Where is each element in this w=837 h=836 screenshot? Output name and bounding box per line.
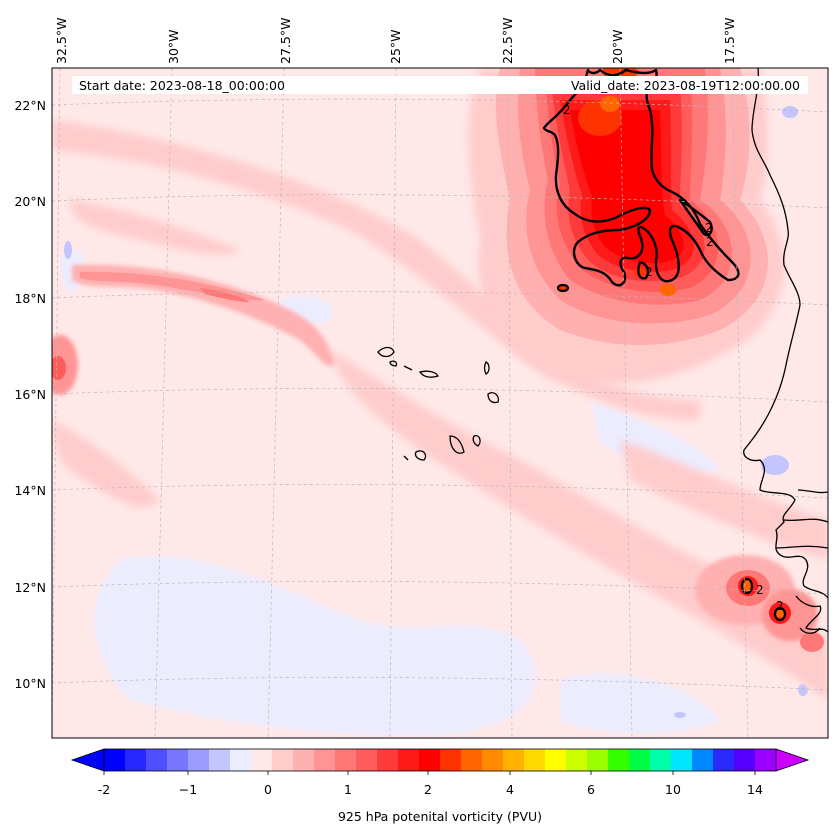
valid-date-label: Valid_date: 2023-08-19T12:00:00.00 — [571, 78, 800, 93]
colorbar-cells — [104, 749, 777, 771]
colorbar-cell — [587, 749, 609, 771]
colorbar-cell — [335, 749, 357, 771]
colorbar-cell — [293, 749, 315, 771]
graticule — [52, 68, 828, 738]
lat-label: 16°N — [14, 387, 46, 402]
se-pv-spots — [695, 555, 824, 652]
colorbar-cell — [440, 749, 462, 771]
colorbar: -2 −1 0 1 2 4 6 10 14 925 hPa potenital … — [70, 748, 810, 824]
lat-label: 20°N — [14, 194, 46, 209]
contour-label: 2 — [645, 265, 653, 279]
colorbar-cell — [692, 749, 714, 771]
lat-label: 14°N — [14, 483, 46, 498]
header-bar: Start date: 2023-08-18_00:00:00 Valid_da… — [72, 76, 808, 94]
lon-label: 20°W — [610, 29, 625, 64]
lon-label: 30°W — [166, 29, 181, 64]
colorbar-extend-high — [776, 749, 808, 771]
start-date-label: Start date: 2023-08-18_00:00:00 — [79, 78, 285, 93]
lat-label: 12°N — [14, 580, 46, 595]
colorbar-cell — [734, 749, 756, 771]
colorbar-cell — [251, 749, 273, 771]
colorbar-cell — [314, 749, 336, 771]
colorbar-cell — [272, 749, 294, 771]
map-frame — [51, 67, 829, 739]
contour-labels: 2 2 2 2 2 2 — [563, 103, 784, 613]
colorbar-cell — [650, 749, 672, 771]
lon-label: 22.5°W — [500, 18, 515, 64]
colorbar-cell — [419, 749, 441, 771]
colorbar-tick-label: 6 — [587, 782, 595, 797]
cape-verde-islands — [377, 346, 500, 461]
colorbar-extend-low — [72, 749, 104, 771]
colorbar-label: 925 hPa potenital vorticity (PVU) — [338, 809, 542, 824]
lon-label: 27.5°W — [278, 18, 293, 64]
zonal-pv-streak — [72, 264, 335, 366]
latitude-labels: 22°N 20°N 18°N 16°N 14°N 12°N 10°N — [14, 98, 46, 691]
colorbar-cell — [461, 749, 483, 771]
colorbar-cell — [167, 749, 189, 771]
colorbar-cell — [377, 749, 399, 771]
colorbar-tick-label: -2 — [98, 782, 110, 797]
negative-pv-patches — [60, 249, 720, 736]
colorbar-cell — [545, 749, 567, 771]
contour-label: 2 — [776, 599, 784, 613]
colorbar-frame — [103, 748, 777, 772]
contour-label: 2 — [705, 221, 713, 235]
colorbar-tick-label: 14 — [747, 782, 763, 797]
west-edge-blob — [52, 335, 78, 395]
colorbar-tick-label: 1 — [344, 782, 352, 797]
colorbar-cell — [713, 749, 735, 771]
colorbar-tick-marks — [103, 771, 756, 775]
colorbar-cell — [524, 749, 546, 771]
colorbar-cell — [209, 749, 231, 771]
colorbar-cell — [146, 749, 168, 771]
coastline — [743, 68, 828, 634]
colorbar-cell — [566, 749, 588, 771]
colorbar-cell — [356, 749, 378, 771]
pv2-contours — [542, 68, 740, 287]
colorbar-cell — [230, 749, 252, 771]
colorbar-tick-label: 2 — [424, 782, 432, 797]
colorbar-cell — [104, 749, 126, 771]
colorbar-cell — [629, 749, 651, 771]
colorbar-cell — [188, 749, 210, 771]
ne-pv-region — [468, 68, 784, 384]
colorbar-tick-label: 10 — [665, 782, 681, 797]
lon-label: 32.5°W — [54, 18, 69, 64]
colorbar-cell — [503, 749, 525, 771]
lat-label: 18°N — [14, 291, 46, 306]
colorbar-tick-label: 4 — [506, 782, 514, 797]
colorbar-cell — [125, 749, 147, 771]
colorbar-cell — [755, 749, 777, 771]
pv2-small-contours — [556, 283, 787, 622]
lat-label: 22°N — [14, 98, 46, 113]
contour-label: 2 — [563, 103, 571, 117]
colorbar-tick-label: −1 — [179, 782, 197, 797]
lon-label: 25°W — [388, 29, 403, 64]
contour-label: 2 — [706, 235, 714, 249]
contour-label: 2 — [756, 583, 764, 597]
colorbar-cell — [398, 749, 420, 771]
colorbar-cell — [671, 749, 693, 771]
colorbar-ticks: -2 −1 0 1 2 4 6 10 14 — [98, 782, 763, 797]
negative-pv-cores — [64, 106, 808, 718]
map-panel: 2 2 2 2 2 2 — [52, 68, 828, 738]
colorbar-frame-ends — [70, 748, 810, 772]
lat-label: 10°N — [14, 676, 46, 691]
colorbar-cell — [482, 749, 504, 771]
colorbar-tick-label: 0 — [264, 782, 272, 797]
longitude-labels: 32.5°W 30°W 27.5°W 25°W 22.5°W 20°W 17.5… — [54, 18, 737, 64]
lon-label: 17.5°W — [722, 18, 737, 64]
colorbar-cell — [608, 749, 630, 771]
